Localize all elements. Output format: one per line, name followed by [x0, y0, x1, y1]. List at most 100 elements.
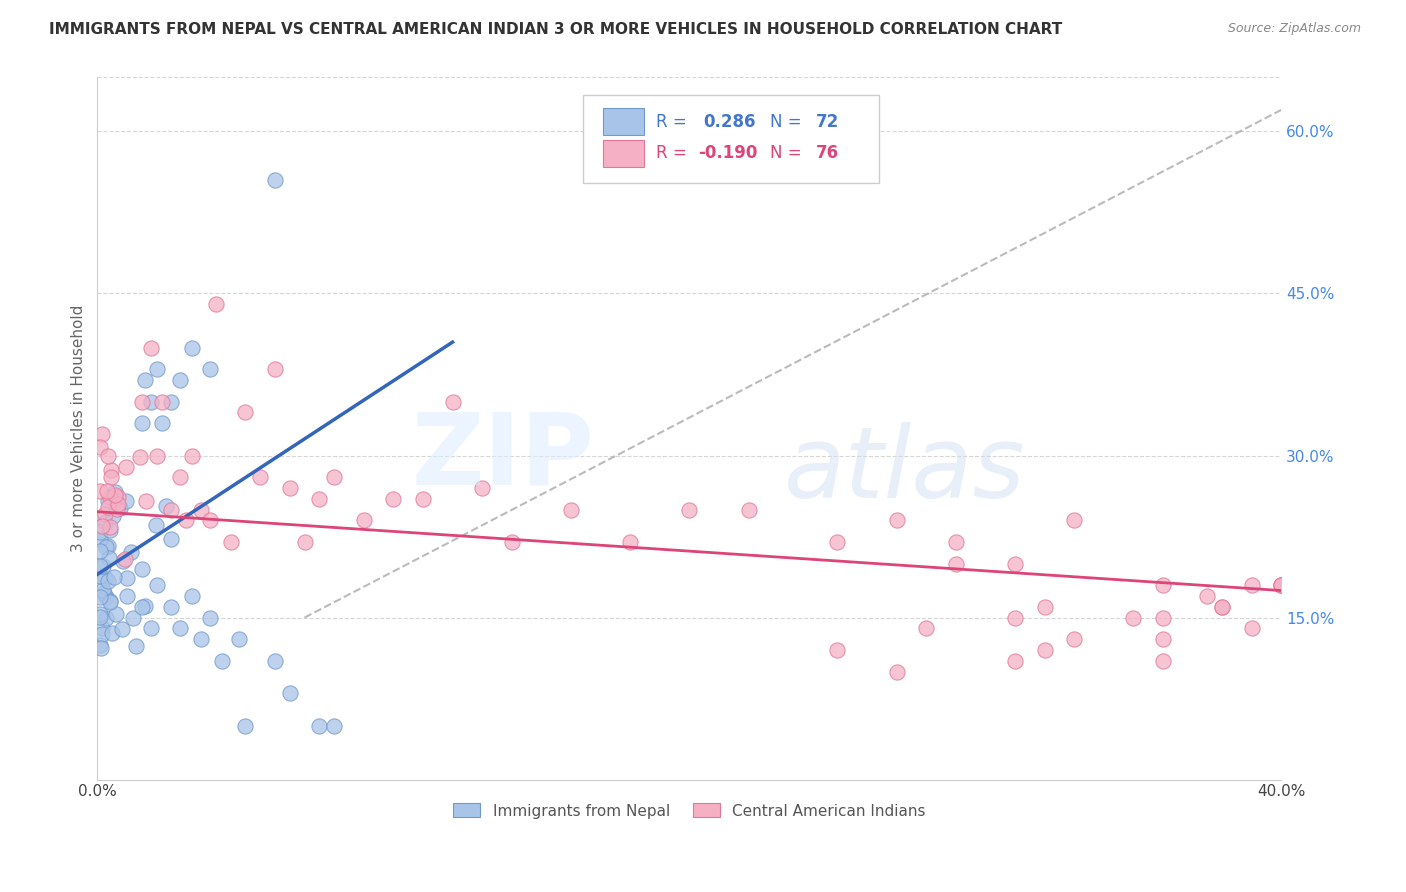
Text: 76: 76	[815, 145, 839, 162]
Point	[1033, 643, 1056, 657]
Point	[107, 498, 129, 512]
Point	[198, 513, 221, 527]
Text: 72: 72	[815, 112, 839, 130]
Point	[264, 173, 287, 187]
Point	[353, 513, 375, 527]
Point	[1152, 632, 1174, 647]
Text: R =: R =	[657, 145, 688, 162]
Point	[1063, 513, 1085, 527]
Point	[89, 559, 111, 574]
Point	[90, 627, 112, 641]
Point	[278, 686, 301, 700]
Point	[160, 532, 183, 546]
Point	[915, 621, 938, 635]
Y-axis label: 3 or more Vehicles in Household: 3 or more Vehicles in Household	[72, 305, 86, 552]
Point	[117, 571, 139, 585]
Point	[101, 509, 124, 524]
Point	[501, 535, 523, 549]
Point	[89, 568, 111, 582]
Text: Source: ZipAtlas.com: Source: ZipAtlas.com	[1227, 22, 1361, 36]
Point	[1270, 578, 1292, 592]
Point	[111, 622, 134, 636]
Point	[145, 362, 167, 376]
Point	[97, 493, 120, 508]
Point	[1152, 654, 1174, 668]
Point	[323, 470, 346, 484]
Text: IMMIGRANTS FROM NEPAL VS CENTRAL AMERICAN INDIAN 3 OR MORE VEHICLES IN HOUSEHOLD: IMMIGRANTS FROM NEPAL VS CENTRAL AMERICA…	[49, 22, 1063, 37]
Point	[181, 449, 204, 463]
Point	[114, 552, 136, 566]
Point	[294, 535, 316, 549]
Point	[107, 490, 129, 504]
Point	[160, 502, 183, 516]
Point	[1004, 610, 1026, 624]
Point	[114, 459, 136, 474]
Point	[160, 599, 183, 614]
Point	[91, 622, 114, 636]
Point	[198, 362, 221, 376]
Point	[169, 373, 191, 387]
Point	[219, 535, 242, 549]
Point	[1122, 610, 1144, 624]
Point	[1197, 589, 1219, 603]
Point	[190, 502, 212, 516]
Point	[264, 654, 287, 668]
Point	[114, 494, 136, 508]
Point	[98, 520, 121, 534]
Point	[190, 632, 212, 647]
Point	[122, 610, 145, 624]
Point	[145, 578, 167, 592]
Point	[1063, 632, 1085, 647]
Point	[135, 494, 157, 508]
Point	[441, 394, 464, 409]
Point	[1240, 621, 1263, 635]
Point	[91, 582, 114, 597]
Point	[98, 490, 121, 504]
Point	[619, 535, 641, 549]
Point	[678, 502, 700, 516]
Text: R =: R =	[657, 112, 688, 130]
Point	[89, 610, 111, 624]
Point	[90, 640, 112, 655]
Point	[945, 557, 967, 571]
Point	[98, 523, 121, 537]
Point	[278, 481, 301, 495]
Point	[139, 341, 162, 355]
Point	[174, 513, 197, 527]
Point	[145, 518, 167, 533]
Point	[145, 449, 167, 463]
Text: N =: N =	[770, 112, 801, 130]
Point	[827, 643, 849, 657]
Point	[96, 484, 118, 499]
Point	[1004, 654, 1026, 668]
Point	[152, 394, 174, 409]
Point	[103, 570, 125, 584]
Point	[97, 574, 120, 588]
Point	[323, 718, 346, 732]
Point	[100, 469, 122, 483]
Text: atlas: atlas	[785, 422, 1026, 519]
Point	[89, 544, 111, 558]
Point	[1033, 599, 1056, 614]
Point	[1152, 610, 1174, 624]
Point	[89, 590, 111, 604]
Point	[560, 502, 582, 516]
Point	[181, 589, 204, 603]
Point	[125, 639, 148, 653]
Point	[115, 589, 138, 603]
Point	[249, 470, 271, 484]
Point	[139, 621, 162, 635]
Point	[93, 586, 115, 600]
Bar	[603, 108, 644, 135]
Point	[160, 394, 183, 409]
Point	[264, 362, 287, 376]
Point	[97, 449, 120, 463]
Point	[169, 470, 191, 484]
Point	[89, 484, 111, 499]
Point	[139, 394, 162, 409]
Point	[152, 416, 174, 430]
Point	[412, 491, 434, 506]
Point	[1211, 599, 1233, 614]
Point	[112, 554, 135, 568]
Point	[89, 440, 111, 454]
